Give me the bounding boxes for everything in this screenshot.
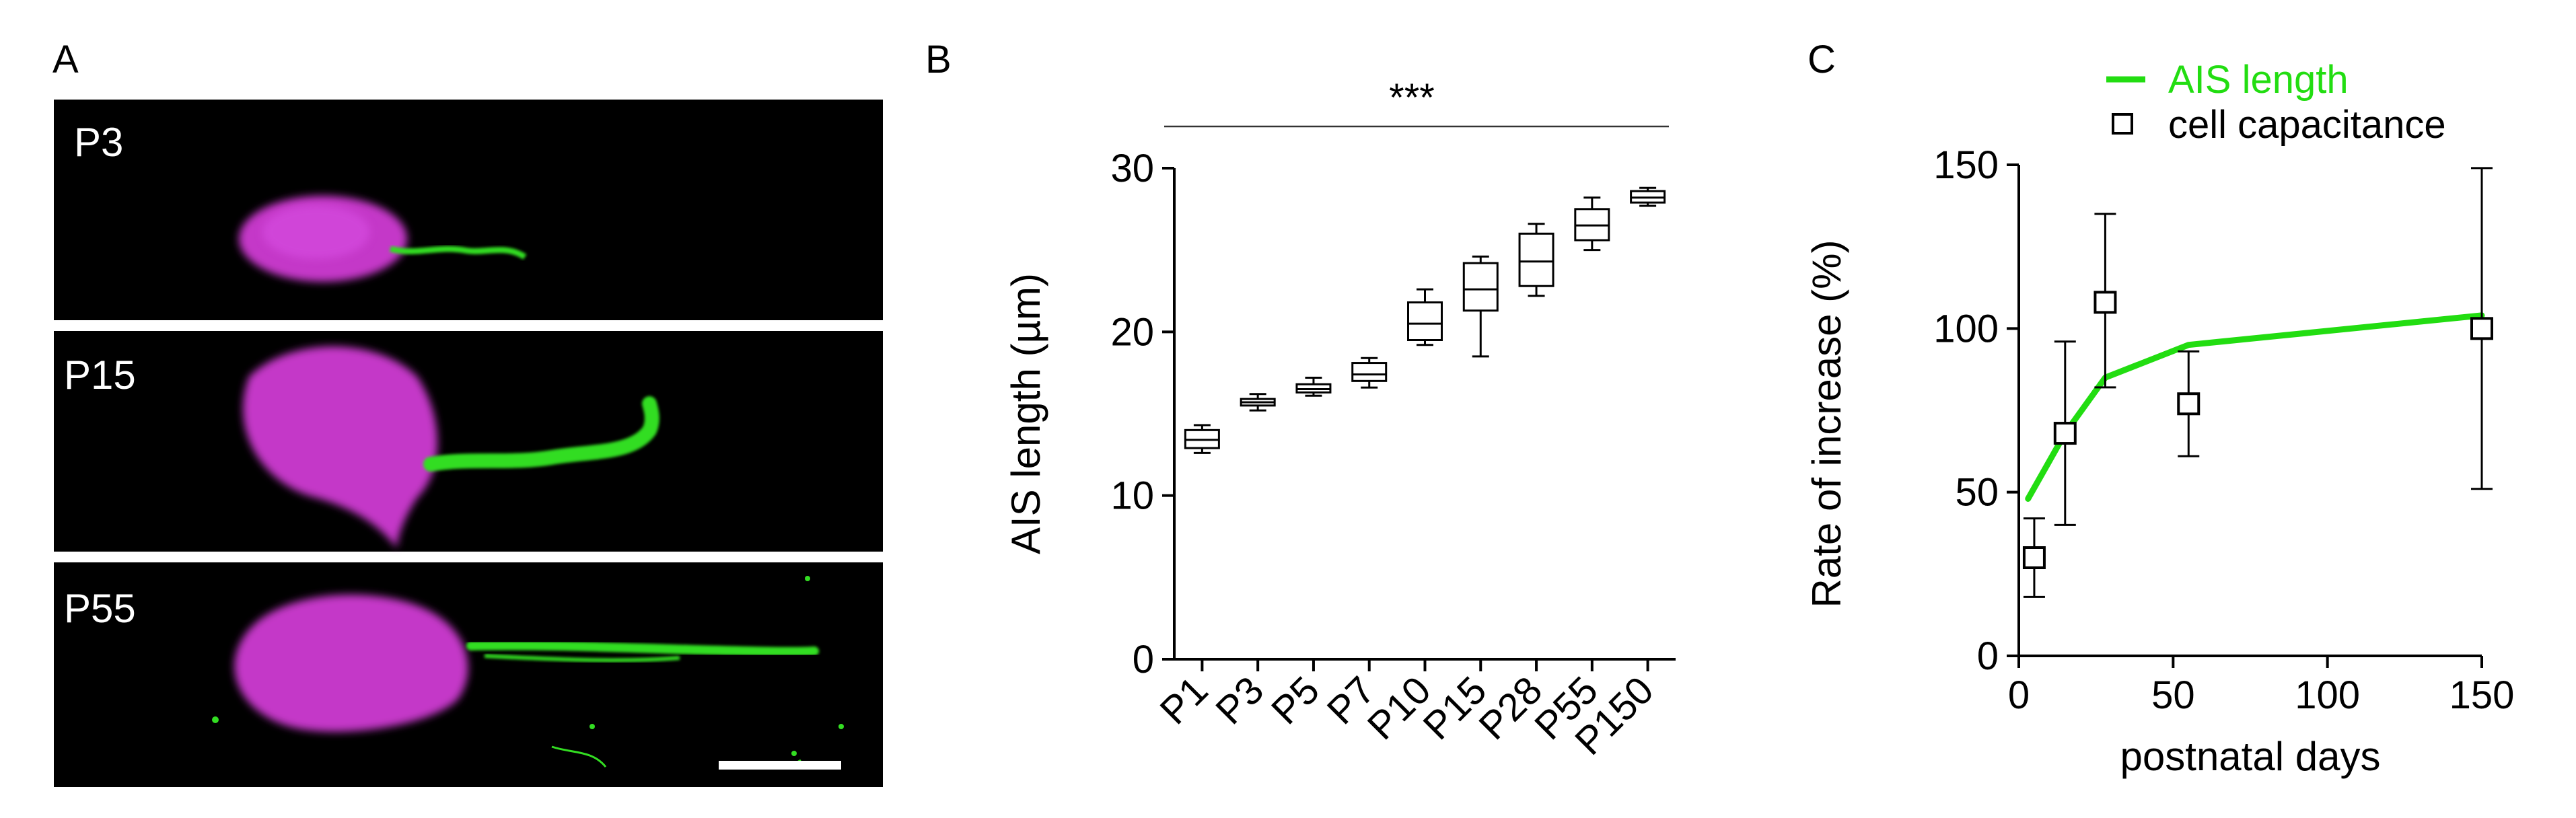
micrograph-p55-background [54,562,883,787]
legend-marker-cell-capacitance [2112,113,2133,135]
square-marker [2177,392,2201,416]
ais-p3 [389,246,527,260]
x-tick-label: 50 [2151,673,2195,717]
panel-c: C AIS length cell capacitance 0501001500… [1804,38,2514,779]
soma-p55 [234,595,468,732]
x-tick-label: 150 [2449,673,2515,717]
micrograph-p55: P55 [54,562,883,787]
box-body [1518,232,1554,287]
box-P3 [1240,393,1276,412]
square-marker [2094,291,2117,314]
x-tick-label: P5 [1263,668,1328,733]
box-P5 [1295,376,1332,397]
line-plot-y-label: Rate of increase (%) [1804,240,1849,608]
y-tick-label: 20 [1110,310,1154,354]
box-body [1462,262,1499,312]
line-plot-marks [2022,167,2493,598]
box-body [1407,301,1443,341]
box-P28 [1518,223,1554,297]
micrograph-p15: P15 [54,331,883,552]
data-point-cell-capacitance [2094,213,2117,389]
square-marker [2053,422,2077,445]
micrograph-p15-background [54,331,883,552]
y-tick-label: 100 [1933,307,1999,350]
data-point-cell-capacitance [2177,350,2201,457]
legend-label-ais-length: AIS length [2168,58,2349,102]
box-plot-marks [1184,186,1666,454]
x-tick-label: P3 [1207,668,1272,733]
y-tick-label: 10 [1110,474,1154,518]
x-tick-label: 100 [2295,673,2360,717]
ais-p15 [423,396,659,472]
box-P15 [1462,255,1499,358]
panel-c-letter: C [1808,38,1836,81]
box-P7 [1351,357,1388,389]
ais-p55 [466,640,819,657]
box-P1 [1184,424,1220,454]
square-marker [2022,546,2046,569]
panel-a: A P3 P15 [52,38,883,787]
legend-label-cell-capacitance: cell capacitance [2168,103,2446,147]
micrograph-p3: P3 [54,100,883,320]
legend: AIS length cell capacitance [2106,58,2446,147]
box-body [1351,362,1388,382]
data-point-cell-capacitance [2053,340,2077,526]
panel-a-letter: A [52,38,79,81]
panel-b-letter: B [925,38,952,81]
significance-stars: *** [1389,76,1435,120]
data-point-cell-capacitance [2022,517,2046,598]
y-tick-label: 150 [1933,143,1999,187]
box-P10 [1407,288,1443,346]
micrograph-p3-background [54,100,883,320]
line-plot-x-label: postnatal days [2120,734,2381,779]
y-tick-label: 30 [1110,147,1154,190]
micrograph-p15-label: P15 [64,352,136,398]
series-ais-length-line [2025,312,2485,502]
y-tick-label: 0 [1133,638,1154,681]
micrograph-p3-label: P3 [74,120,123,165]
y-tick-label: 0 [1977,634,1999,678]
data-point-cell-capacitance [2470,167,2493,490]
square-marker [2470,317,2493,340]
box-P150 [1630,186,1666,207]
line-plot-axes: 0 50 100 150 0 50 100 150 [1933,143,2514,717]
soma-p15 [243,346,437,548]
scale-bar [719,761,841,770]
box-plot-y-label: AIS length (µm) [1003,273,1048,554]
x-tick-label: 0 [2008,673,2030,717]
box-P55 [1574,196,1610,252]
micrograph-p55-label: P55 [64,586,136,631]
x-tick-label: P1 [1151,668,1216,733]
y-tick-label: 50 [1955,471,1999,515]
